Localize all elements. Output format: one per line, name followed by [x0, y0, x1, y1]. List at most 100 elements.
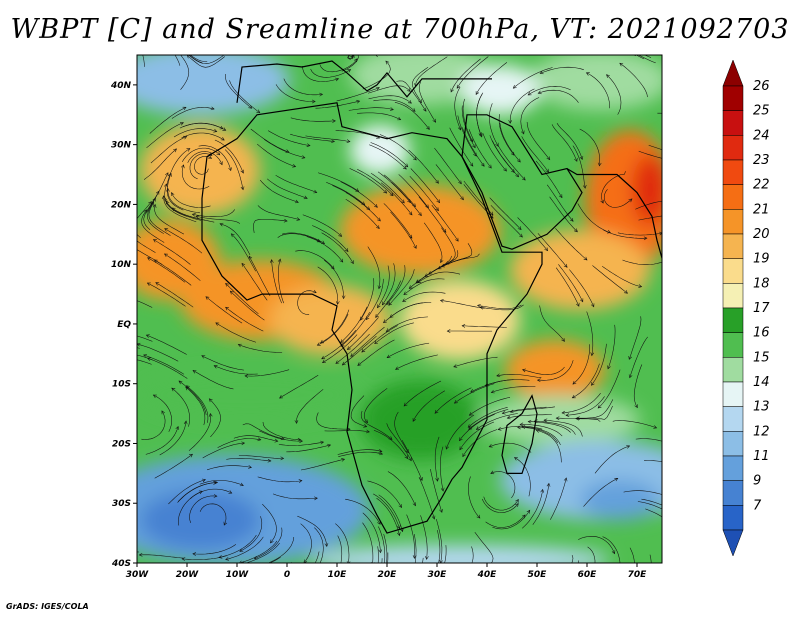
streamline-arrow — [335, 360, 340, 364]
streamline — [316, 412, 351, 430]
streamline-arrow — [571, 394, 576, 399]
streamline-arrow — [424, 273, 429, 277]
streamline — [338, 451, 383, 457]
streamline-arrow — [480, 162, 485, 167]
streamline-arrow — [503, 167, 507, 172]
streamline — [335, 523, 350, 563]
streamline-arrow — [324, 543, 329, 547]
streamline-arrow — [215, 322, 220, 326]
streamline-arrow — [225, 306, 229, 311]
streamline — [187, 55, 225, 68]
streamline — [369, 144, 407, 170]
streamline-arrow — [377, 304, 381, 309]
streamline-arrow — [439, 508, 443, 513]
streamline-arrow — [515, 503, 519, 507]
streamline-arrow — [435, 179, 439, 184]
streamline — [394, 102, 430, 130]
streamline — [340, 306, 368, 343]
streamline-arrow — [195, 215, 200, 219]
streamline-arrow — [155, 190, 160, 195]
streamline-arrow — [181, 557, 186, 561]
streamline — [143, 354, 185, 375]
streamline — [286, 444, 331, 453]
streamline — [645, 508, 662, 518]
colorbar-label: 15 — [753, 350, 770, 365]
streamline-arrow — [225, 557, 230, 561]
streamline-arrow — [279, 395, 284, 399]
streamline — [638, 215, 662, 221]
streamline — [521, 136, 549, 173]
streamline-arrow — [574, 157, 578, 162]
colorbar-swatch — [722, 159, 744, 185]
streamline — [648, 145, 662, 150]
streamline-arrow — [395, 366, 399, 370]
streamline — [543, 419, 583, 437]
streamline-arrow — [248, 105, 253, 109]
streamline-arrow — [239, 482, 244, 487]
streamline — [225, 73, 252, 109]
streamline — [199, 503, 227, 526]
streamline-arrow — [338, 233, 343, 237]
streamline — [602, 536, 621, 563]
streamline — [556, 123, 583, 160]
streamline — [166, 148, 191, 186]
streamline-arrow — [422, 107, 427, 112]
streamline — [520, 424, 563, 437]
streamline — [336, 87, 380, 102]
streamline — [253, 219, 288, 233]
streamline — [601, 171, 626, 204]
streamline-arrow — [192, 552, 197, 556]
streamline-arrow — [330, 265, 335, 270]
streamline — [361, 325, 398, 353]
streamline-arrow — [186, 385, 190, 389]
streamline-arrow — [628, 198, 633, 203]
lat-tick-label: 10S — [112, 380, 131, 390]
streamline — [571, 555, 574, 563]
streamline — [233, 435, 278, 442]
streamline-arrow — [561, 410, 566, 415]
streamline — [264, 139, 305, 159]
streamline — [321, 330, 357, 360]
streamline-arrow — [294, 199, 299, 204]
streamline-arrow — [166, 200, 170, 205]
streamline-arrow — [339, 258, 344, 263]
colorbar-label: 9 — [753, 474, 761, 489]
streamline-arrow — [179, 122, 184, 126]
streamline-arrow — [374, 340, 379, 345]
streamline-arrow — [456, 84, 461, 89]
streamline — [348, 107, 394, 111]
streamline — [205, 296, 243, 324]
lon-tick-label: 0 — [284, 570, 290, 580]
streamline — [555, 267, 580, 307]
streamline — [539, 305, 565, 342]
streamline — [440, 446, 444, 492]
streamline — [297, 515, 328, 547]
streamline-arrow — [403, 291, 408, 296]
streamline — [259, 430, 303, 442]
streamline-arrow — [377, 285, 382, 290]
streamline — [290, 133, 335, 142]
streamline — [591, 343, 607, 386]
streamline-arrow — [590, 303, 595, 308]
streamline-arrow — [377, 217, 381, 222]
streamline-arrow — [319, 92, 324, 97]
streamline-arrow — [472, 144, 476, 149]
colorbar-label: 26 — [753, 79, 770, 94]
streamline-arrow — [189, 453, 193, 458]
streamline-arrow — [405, 449, 409, 454]
streamline — [214, 139, 244, 174]
streamline-arrow — [408, 234, 413, 239]
streamline-arrow — [225, 282, 229, 287]
streamline — [603, 189, 633, 208]
streamline-arrow — [457, 126, 462, 131]
streamline — [517, 217, 548, 251]
streamline-arrow — [146, 282, 151, 286]
streamline — [137, 354, 153, 361]
streamline-arrow — [216, 151, 221, 156]
streamline — [454, 86, 461, 131]
streamline — [137, 201, 152, 239]
streamline — [633, 364, 643, 408]
streamline — [364, 388, 388, 423]
streamline-arrow — [240, 169, 244, 174]
streamline-arrow — [280, 456, 285, 461]
